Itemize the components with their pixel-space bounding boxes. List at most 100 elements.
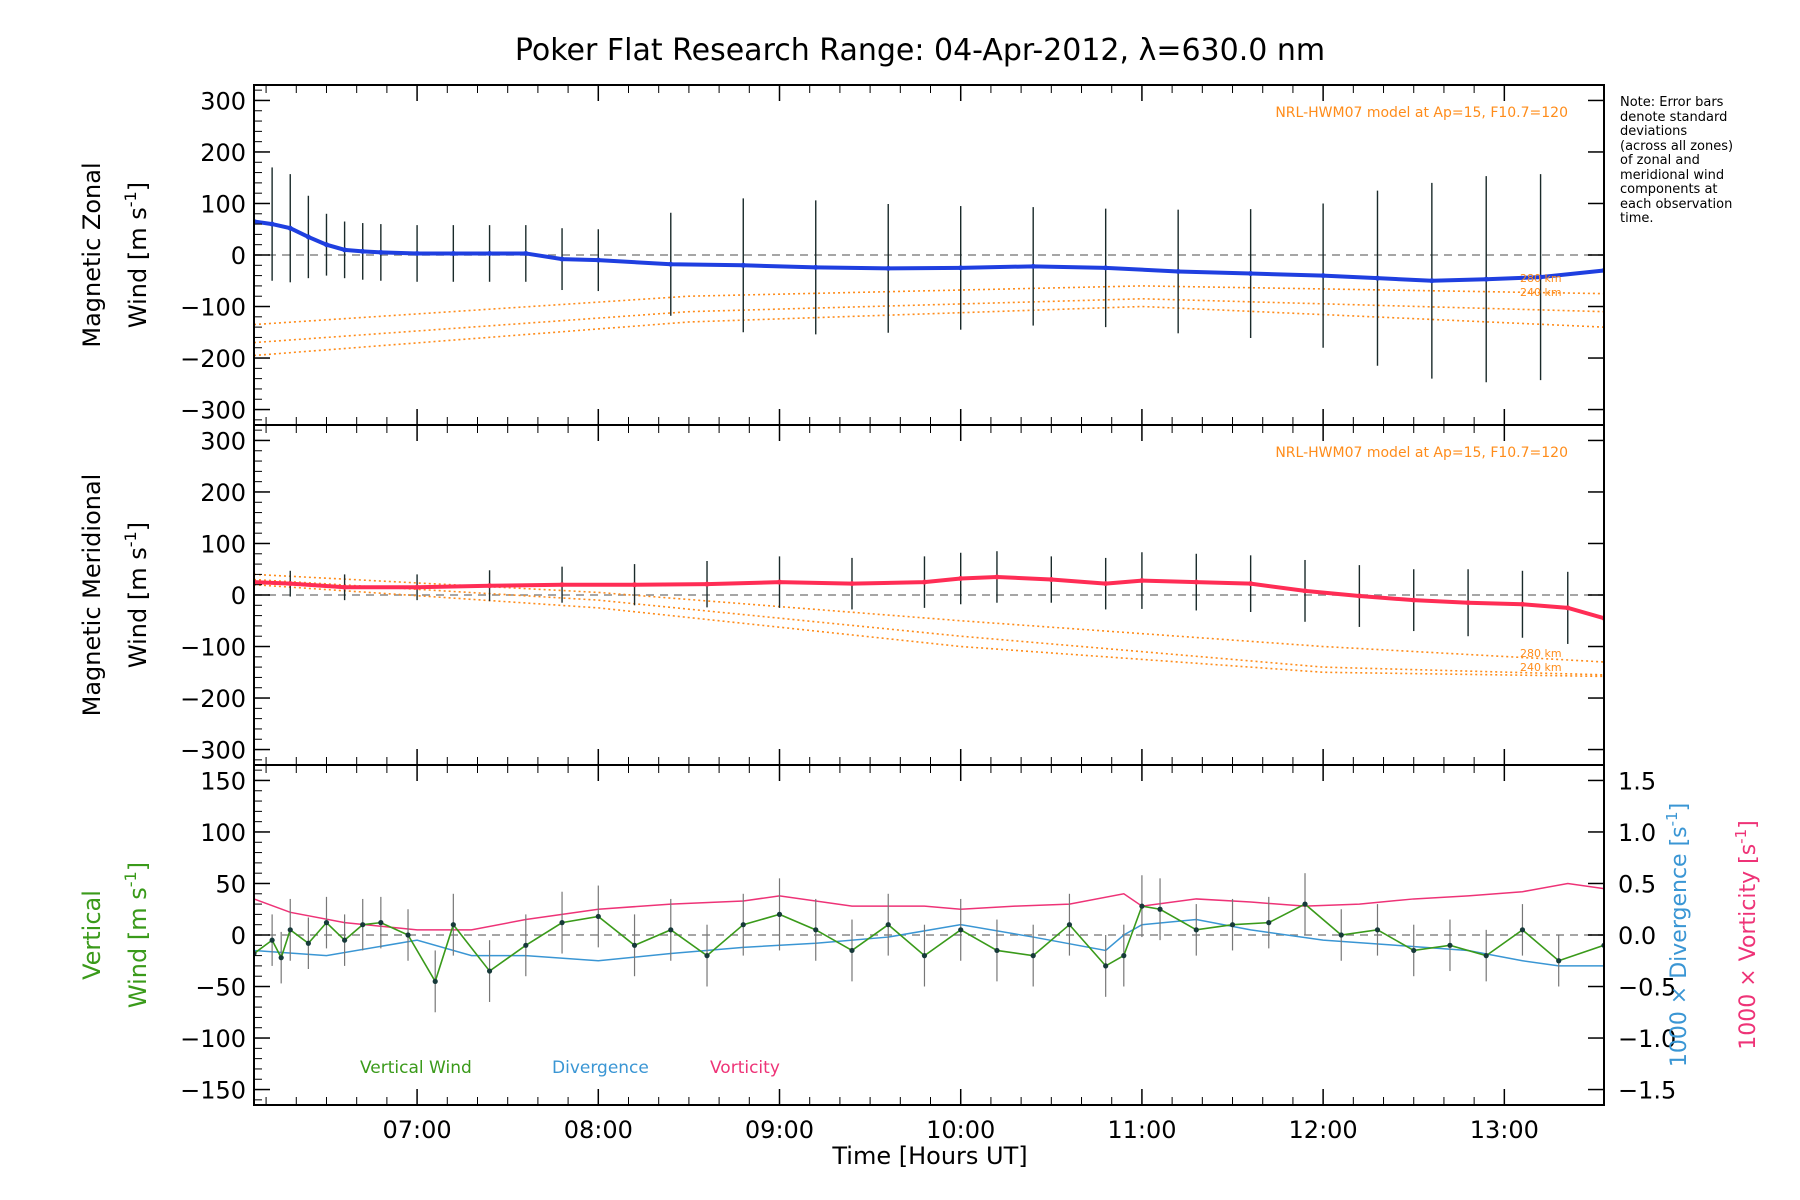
figure-title: Poker Flat Research Range: 04-Apr-2012, … [515, 33, 1325, 68]
note-line: meridional wind [1620, 167, 1725, 183]
y2-tick-label: 0.0 [1618, 922, 1656, 950]
altitude-label: 240 km [1520, 661, 1562, 674]
x-tick-label: 08:00 [564, 1116, 633, 1144]
note-line: Note: Error bars [1620, 95, 1724, 110]
data-point [360, 248, 366, 254]
model-curve [254, 583, 1604, 678]
y-tick-label: 200 [200, 139, 246, 167]
data-point [414, 250, 420, 256]
y-axis-label-line2: Wind [m s-1] [121, 522, 152, 668]
label-bracket: ] [124, 862, 152, 871]
data-point [813, 927, 819, 933]
note-line: components at [1620, 182, 1718, 197]
note-line: time. [1620, 211, 1654, 226]
y2-tick-label: −0.5 [1618, 974, 1676, 1002]
data-point [740, 262, 746, 268]
legend-item: Vorticity [710, 1058, 780, 1078]
data-point [378, 920, 384, 926]
y2-tick-label: 1.0 [1618, 819, 1656, 847]
note-line: (across all zones) [1620, 138, 1734, 154]
y-tick-label: −50 [195, 974, 246, 1002]
label-bracket: ] [124, 182, 152, 191]
meridional-wind-panel: NRL-HWM07 model at Ap=15, F10.7=120 280 k… [78, 424, 1605, 766]
data-point [1229, 922, 1236, 928]
zonal-wind-panel: NRL-HWM07 model at Ap=15, F10.7=120 280 k… [78, 84, 1605, 426]
data-point [1266, 920, 1272, 926]
data-point [323, 920, 330, 926]
data-point [958, 576, 964, 582]
data-point [1411, 947, 1417, 954]
label-superscript: -1 [121, 531, 140, 547]
vorticity-line [254, 882, 1604, 931]
data-point [487, 583, 493, 589]
data-point [1447, 942, 1453, 948]
data-point [1374, 275, 1380, 281]
data-point [342, 937, 348, 943]
data-point [704, 953, 710, 959]
data-point [994, 947, 1000, 954]
data-point [1066, 922, 1073, 928]
data-point [1048, 577, 1054, 583]
data-point [342, 584, 348, 590]
y-tick-label: 150 [200, 767, 246, 795]
y-tick-label: 0 [231, 582, 246, 610]
data-point [287, 581, 293, 587]
label-text: Wind [m s [124, 887, 152, 1008]
data-point [559, 582, 565, 588]
data-point [1248, 271, 1254, 277]
x-tick-label: 09:00 [745, 1116, 814, 1144]
y2-axis-label-divergence: 1000 × Divergence [s-1] [1663, 803, 1692, 1067]
y-tick-label: 200 [200, 479, 246, 507]
vertical-wind-line [254, 903, 1604, 984]
model-label: NRL-HWM07 model at Ap=15, F10.7=120 [1275, 105, 1568, 121]
data-point [1030, 263, 1036, 269]
x-axis-label: Time [Hours UT] [831, 1142, 1027, 1170]
data-point [305, 234, 311, 240]
x-tick-label: 07:00 [383, 1116, 452, 1144]
x-tick-label: 12:00 [1289, 1116, 1358, 1144]
y-tick-label: 300 [200, 87, 246, 115]
data-point [813, 264, 819, 270]
data-point [740, 922, 746, 928]
data-point [305, 940, 311, 946]
data-point [1411, 597, 1417, 603]
y-axis-label-line2: Wind [m s-1] [121, 862, 152, 1008]
data-point [921, 953, 928, 959]
data-point [450, 922, 456, 928]
label-text: 1000 × Vorticity [s [1736, 844, 1761, 1050]
data-point [631, 942, 638, 948]
data-point [523, 250, 529, 256]
data-point [1302, 588, 1308, 594]
data-point [269, 221, 275, 227]
data-point [450, 250, 456, 256]
y-axis-label-line2: Wind [m s-1] [121, 182, 152, 328]
meridional-wind-line [254, 574, 1604, 621]
data-point [287, 225, 293, 231]
altitude-label: 280 km [1520, 272, 1562, 285]
data-point [777, 579, 783, 585]
y-tick-label: −200 [180, 685, 246, 713]
y-tick-label: −100 [180, 294, 246, 322]
y-tick-label: 100 [200, 530, 246, 558]
data-point [1121, 953, 1127, 959]
data-point [958, 927, 964, 933]
label-bracket: ] [124, 522, 152, 531]
data-point [1538, 274, 1544, 280]
data-point [1157, 906, 1163, 912]
label-bracket: ] [1667, 803, 1692, 812]
model-curve [254, 578, 1604, 676]
label-text: 1000 × Divergence [s [1667, 826, 1692, 1067]
data-point [1139, 578, 1145, 584]
data-point [1483, 953, 1489, 959]
note-line: each observation [1620, 196, 1733, 212]
data-point [378, 249, 384, 255]
y2-tick-label: 1.5 [1618, 767, 1656, 795]
data-point [1103, 581, 1109, 587]
note-line: denote standard [1620, 109, 1728, 125]
data-point [632, 582, 638, 588]
y2-tick-label: 0.5 [1618, 870, 1656, 898]
data-point [1429, 278, 1435, 284]
data-point [1103, 265, 1109, 271]
data-point [360, 922, 366, 928]
model-curve [254, 285, 1604, 326]
